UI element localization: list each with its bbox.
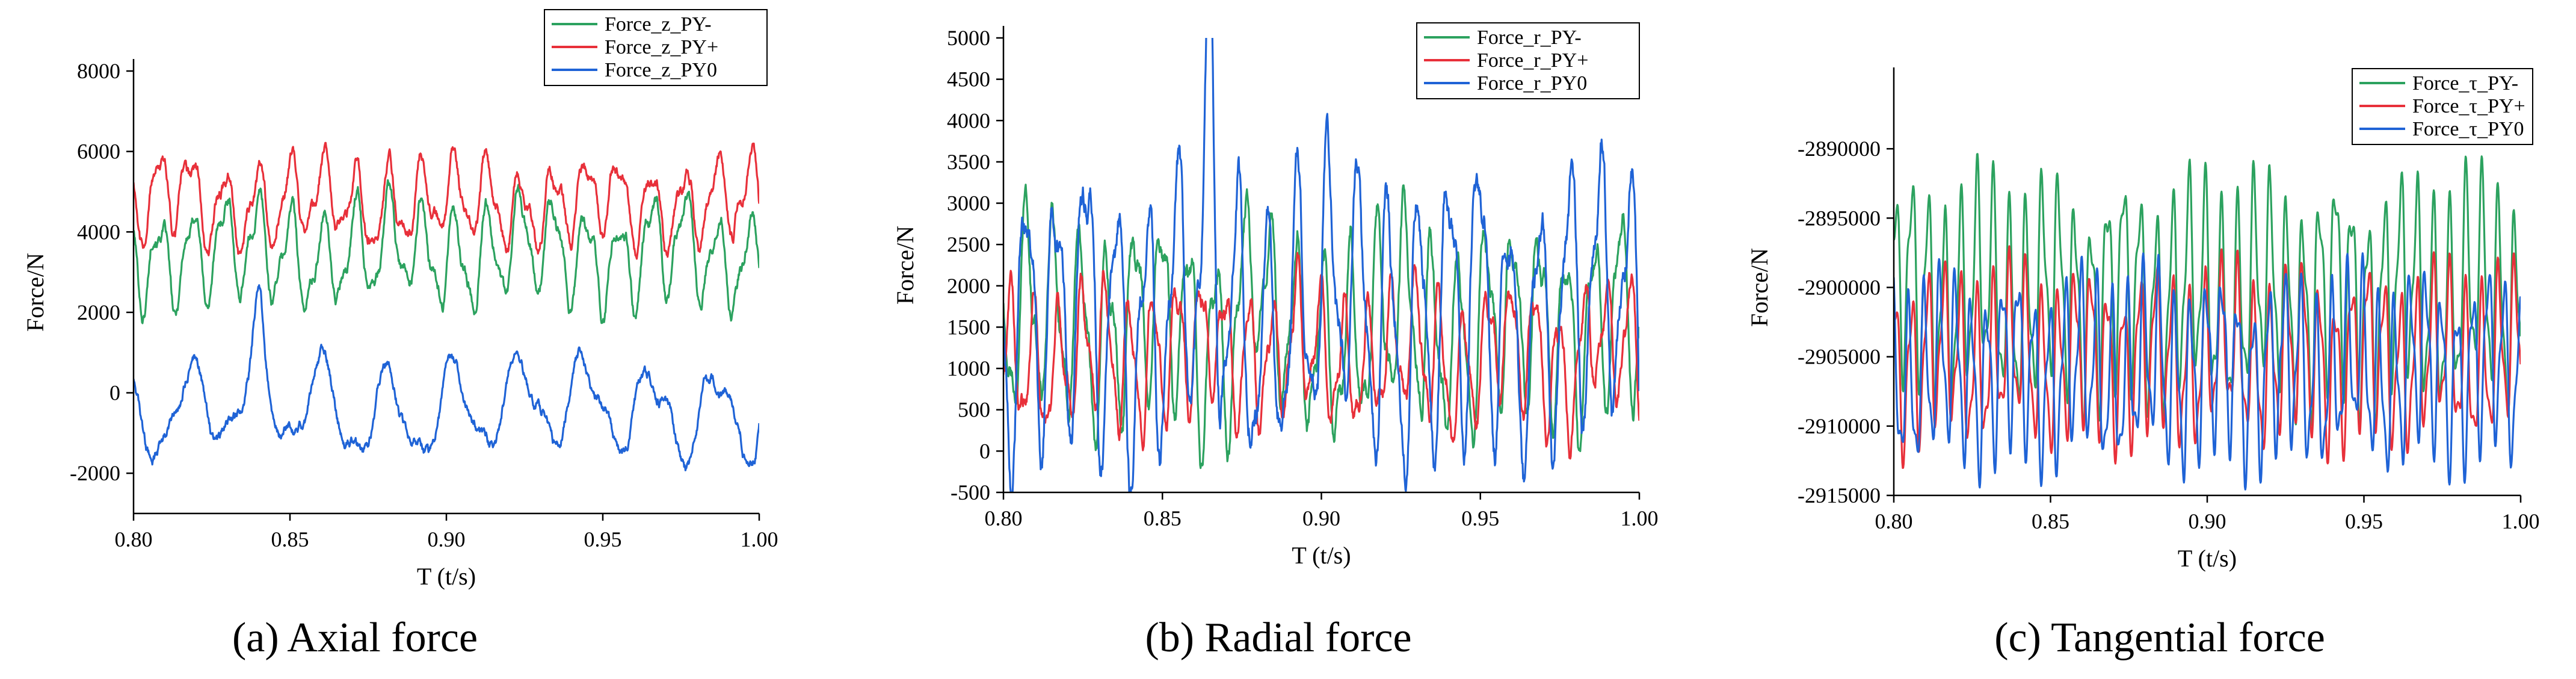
y-tick-label: 1000 [947,356,990,380]
y-tick-label: 6000 [77,140,120,164]
x-tick-label: 0.95 [584,527,622,551]
panel-caption: (c) Tangential force [1994,615,2325,661]
y-tick-label: 2000 [77,300,120,324]
legend-label: Force_τ_PY0 [2412,118,2524,140]
series-line-PY0 [1003,38,1639,492]
y-tick-label: -2905000 [1798,345,1881,369]
series-lines [1003,38,1639,492]
y-tick-label: -2915000 [1798,483,1881,507]
x-tick-label: 1.00 [2502,509,2540,533]
y-tick-label: 0 [979,439,990,463]
y-tick-label: -500 [951,480,990,504]
x-axis-title: T (t/s) [1292,542,1351,569]
x-tick-label: 0.85 [1144,506,1182,530]
legend: Force_z_PY-Force_z_PY+Force_z_PY0 [544,9,768,86]
x-tick-label: 0.90 [1302,506,1340,530]
y-tick-label: 1500 [947,315,990,339]
series-line-PY0 [1894,252,2521,491]
series-line-PY0 [134,284,759,471]
y-tick-label: -2000 [70,461,120,485]
x-tick-label: 1.00 [741,527,778,551]
legend-label: Force_τ_PY+ [2412,95,2525,117]
legend-label: Force_r_PY0 [1477,72,1587,95]
legend-label: Force_r_PY+ [1477,49,1588,72]
x-tick-label: 0.80 [985,506,1023,530]
legend-label: Force_τ_PY- [2412,72,2518,95]
x-tick-label: 0.95 [2345,509,2383,533]
y-tick-label: 4500 [947,67,990,91]
y-tick-label: 4000 [77,220,120,244]
y-tick-label: 5000 [947,26,990,50]
y-tick-label: 8000 [77,59,120,83]
legend: Force_τ_PY-Force_τ_PY+Force_τ_PY0 [2352,68,2533,145]
x-tick-label: 0.85 [2032,509,2069,533]
y-tick-label: -2900000 [1798,276,1881,300]
radial-force-panel: 0.80 0.85 0.90 0.95 1.00 -500 0 500 1000 1500 2000… [892,22,1659,661]
y-tick-label: 3000 [947,191,990,215]
x-axis-title: T (t/s) [2178,545,2237,572]
series-line-PYminus [134,179,759,324]
legend-label: Force_z_PY0 [605,59,717,81]
series-lines [1894,153,2521,491]
x-tick-label: 0.80 [115,527,153,551]
legend-label: Force_z_PY- [605,13,712,36]
tangential-force-panel: 0.80 0.85 0.90 0.95 1.00 -2915000 -2910000 -290… [1746,67,2540,661]
y-axis-title: Force/N [1746,248,1773,327]
x-tick-label: 0.90 [2189,509,2226,533]
y-axis-title: Force/N [22,253,49,332]
y-tick-label: 4000 [947,108,990,132]
legend-label: Force_r_PY- [1477,26,1582,49]
x-tick-label: 1.00 [1621,506,1659,530]
y-tick-label: -2890000 [1798,137,1881,161]
y-axis-title: Force/N [892,226,919,305]
series-lines [134,141,759,471]
y-tick-label: 0 [109,381,120,405]
x-tick-label: 0.90 [428,527,466,551]
x-axis-title: T (t/s) [417,563,476,590]
panel-caption: (a) Axial force [232,615,478,661]
x-tick-label: 0.85 [271,527,309,551]
legend-label: Force_z_PY+ [605,36,718,58]
y-tick-label: 2500 [947,232,990,256]
x-tick-label: 0.80 [1875,509,1913,533]
axial-force-panel: 0.80 0.85 0.90 0.95 1.00 -2000 0 2000 4000 6000 80… [22,9,778,661]
y-tick-label: 3500 [947,150,990,174]
y-tick-label: -2910000 [1798,414,1881,438]
y-tick-label: 2000 [947,274,990,298]
panel-caption: (b) Radial force [1145,615,1411,661]
series-line-PYplus [134,141,759,260]
y-tick-label: 500 [958,398,990,422]
legend: Force_r_PY-Force_r_PY+Force_r_PY0 [1416,22,1640,99]
x-tick-label: 0.95 [1461,506,1499,530]
y-tick-label: -2895000 [1798,206,1881,230]
